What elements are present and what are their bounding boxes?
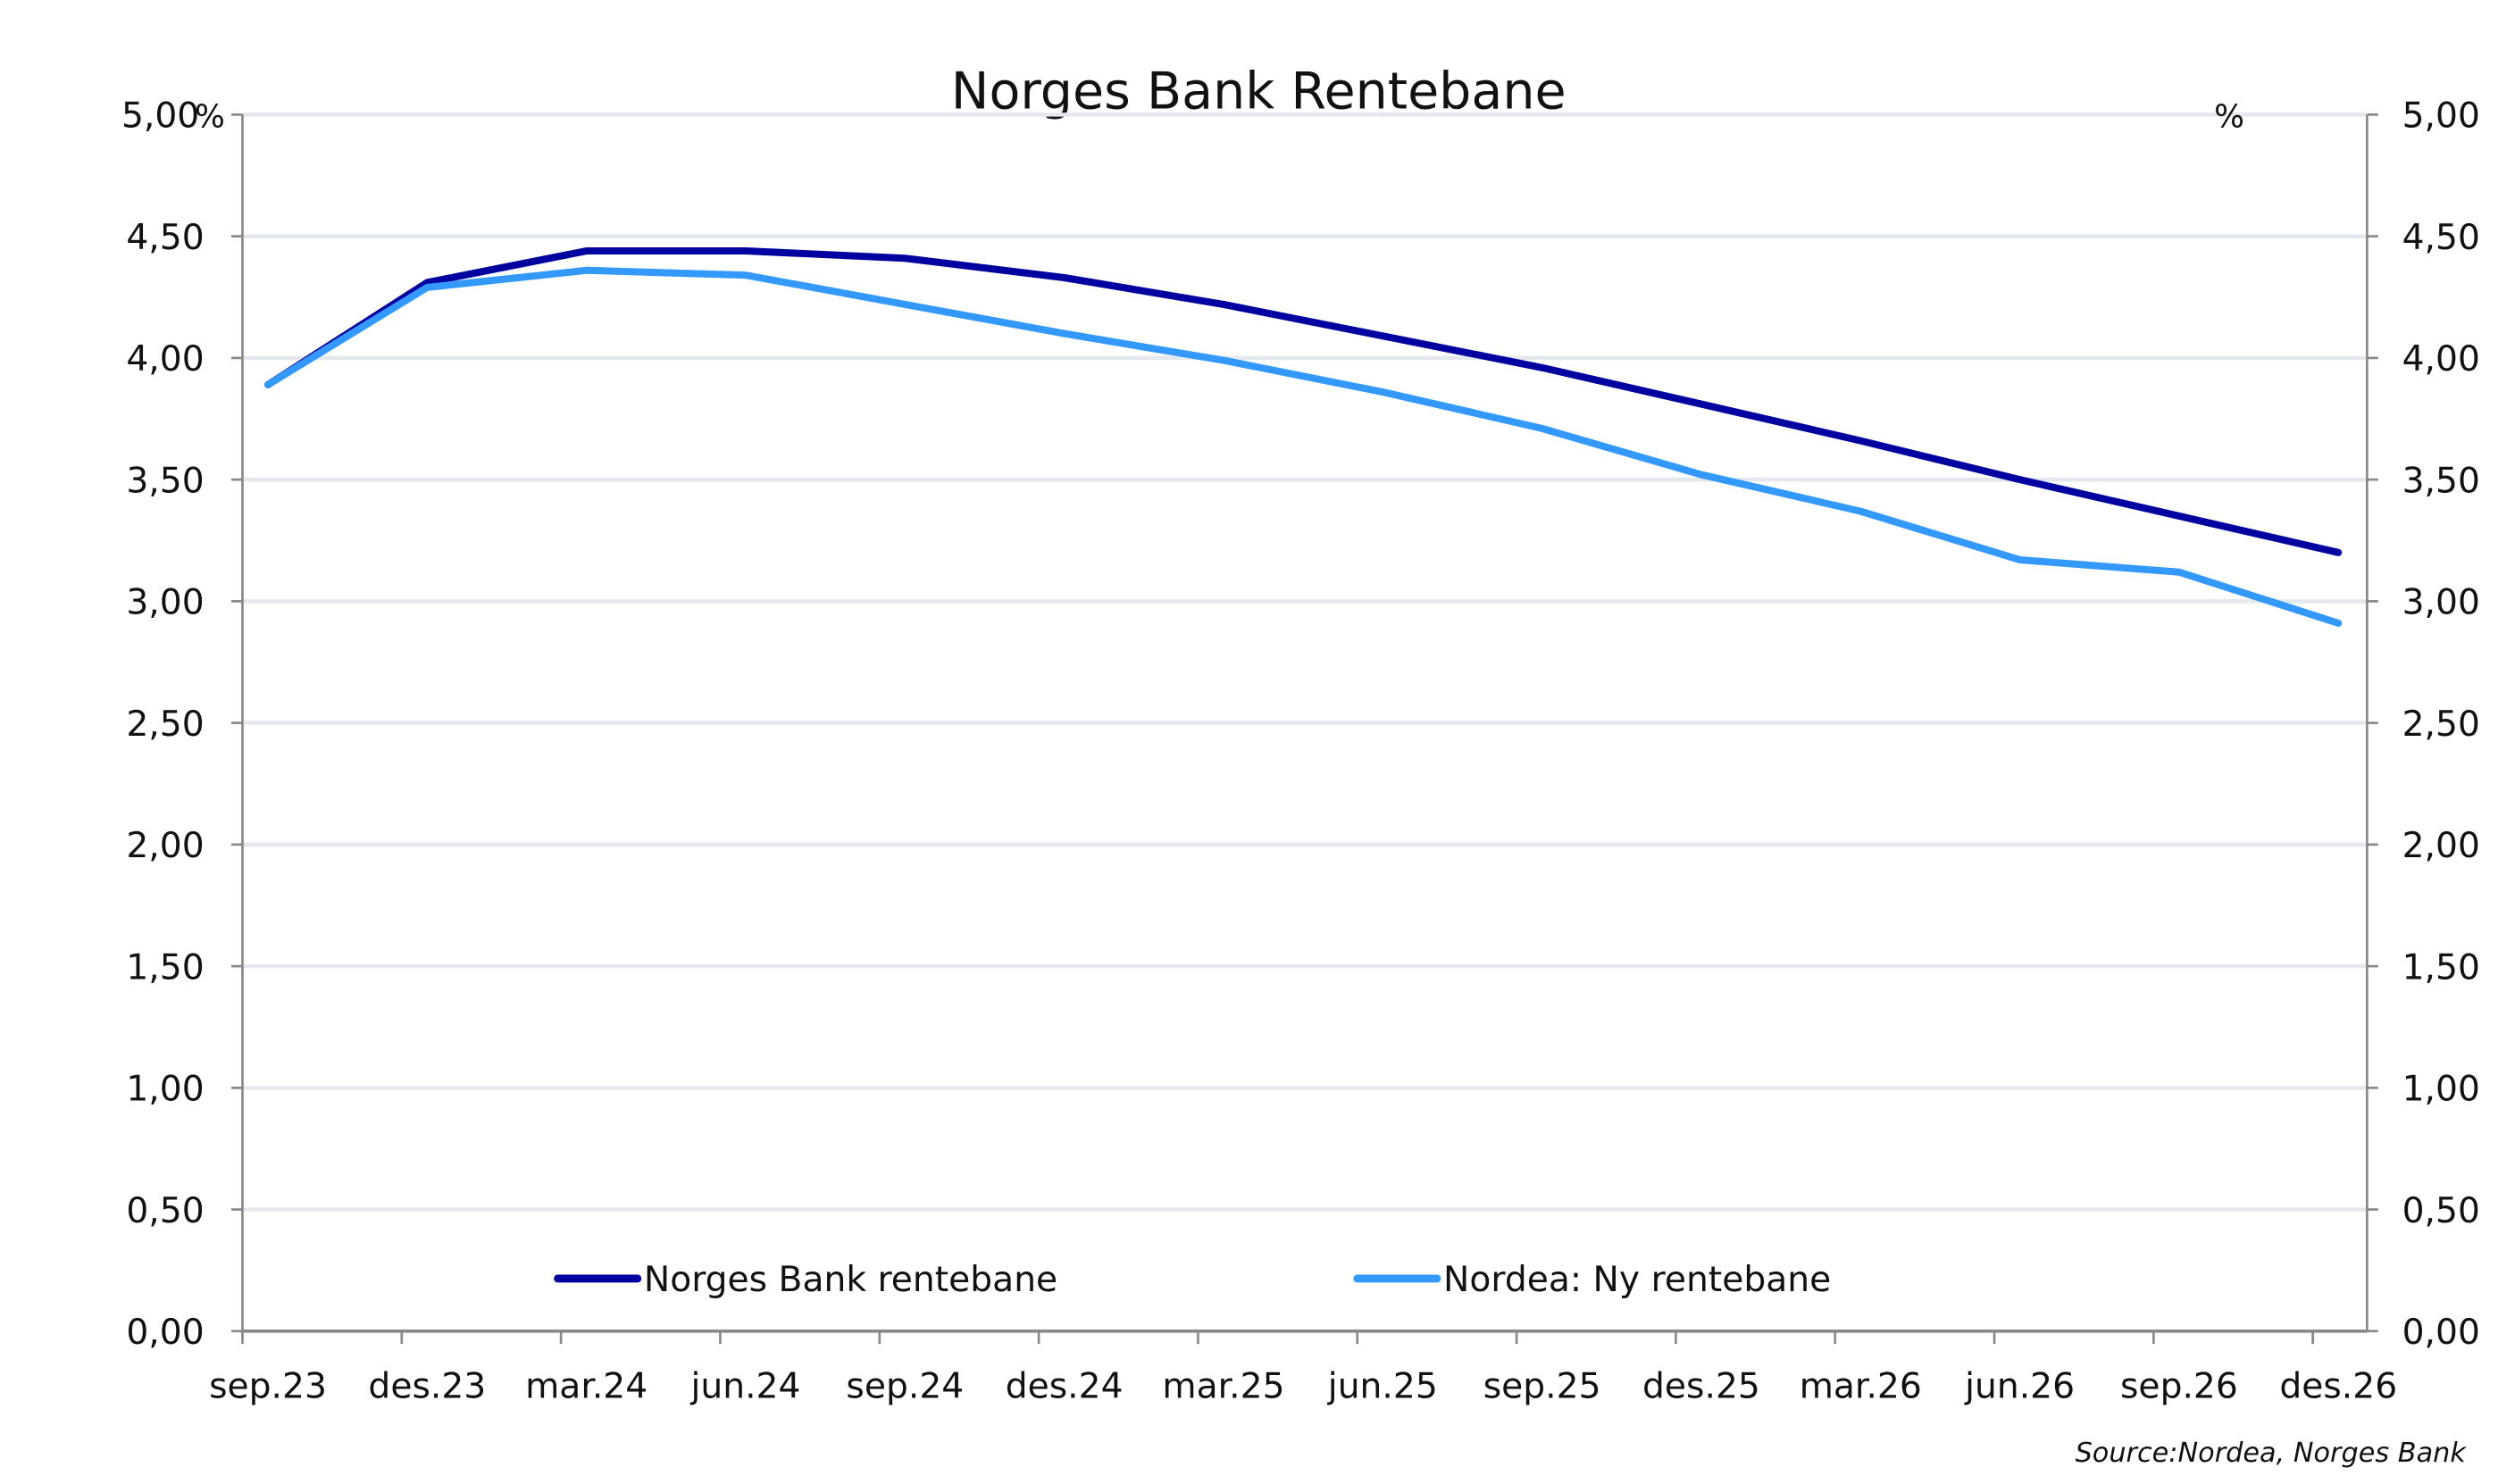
series-lines <box>263 247 2343 627</box>
chart-title: Norges Bank Rentebane <box>951 62 1566 121</box>
source-note: Source:Nordea, Norges Bank <box>2076 1438 2468 1469</box>
y-tick-label: 0,00 <box>126 1313 204 1353</box>
x-tick-label: jun.24 <box>689 1367 800 1407</box>
x-tick-label: sep.26 <box>2120 1367 2238 1407</box>
y-tick-label: 3,50 <box>126 461 204 501</box>
y-tick-label-right: 5,00 <box>2402 96 2480 137</box>
x-tick-label: des.26 <box>2279 1367 2397 1407</box>
x-tick-label: jun.25 <box>1327 1367 1438 1407</box>
y-tick-label: 0,50 <box>126 1191 204 1231</box>
x-tick-label: mar.25 <box>1162 1367 1284 1407</box>
series-line <box>263 266 2343 627</box>
y-tick-label-right: 0,50 <box>2402 1191 2480 1231</box>
y-tick-label-right: 2,00 <box>2402 826 2480 866</box>
x-tick-label: sep.25 <box>1483 1367 1601 1407</box>
y-tick-label-right: 3,50 <box>2402 461 2480 501</box>
y-tick-label: 1,00 <box>126 1070 204 1110</box>
x-tick-label: mar.26 <box>1800 1367 1922 1407</box>
x-tick-label: jun.26 <box>1964 1367 2075 1407</box>
legend-label: Norges Bank rentebane <box>644 1260 1057 1300</box>
x-tick-label: des.23 <box>368 1367 486 1407</box>
y-tick-label-right: 4,50 <box>2402 218 2480 258</box>
x-tick-label: sep.23 <box>209 1367 327 1407</box>
legend-label: Nordea: Ny rentebane <box>1443 1260 1831 1300</box>
x-tick-label: des.25 <box>1642 1367 1760 1407</box>
y-tick-label-right: 2,50 <box>2402 704 2480 745</box>
axes: 0,00 0,00 0,50 0,50 1,00 1,00 1,50 1,50 2,00 2,00… <box>121 96 2480 1407</box>
x-tick-label: sep.24 <box>846 1367 964 1407</box>
gridlines <box>242 113 2368 1212</box>
y-tick-label: 4,50 <box>126 218 204 258</box>
y-tick-label-right: 0,00 <box>2402 1313 2480 1353</box>
x-tick-label: mar.24 <box>525 1367 647 1407</box>
legend: Norges Bank rentebane Nordea: Ny renteban… <box>554 1260 1831 1300</box>
y-tick-label-right: 1,00 <box>2402 1070 2480 1110</box>
y-tick-label: 3,00 <box>126 583 204 623</box>
y-axis-unit-left: % <box>195 99 225 136</box>
y-tick-label-right: 4,00 <box>2402 339 2480 379</box>
y-tick-label: 5,00 <box>121 96 199 137</box>
y-tick-label: 1,50 <box>126 947 204 988</box>
y-tick-label: 2,50 <box>126 704 204 745</box>
y-axis-unit-right: % <box>2214 99 2244 136</box>
y-tick-label-right: 1,50 <box>2402 947 2480 988</box>
x-tick-label: des.24 <box>1006 1367 1124 1407</box>
y-tick-label: 2,00 <box>126 826 204 866</box>
y-tick-label-right: 3,00 <box>2402 583 2480 623</box>
y-tick-label: 4,00 <box>126 339 204 379</box>
series-line <box>263 247 2343 556</box>
